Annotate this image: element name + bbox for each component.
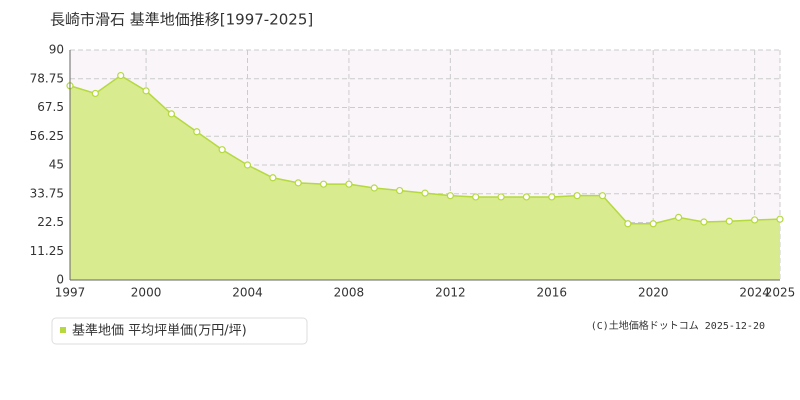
y-tick-label: 67.5 bbox=[37, 100, 64, 114]
x-tick-label: 1997 bbox=[55, 286, 86, 300]
point bbox=[243, 161, 252, 169]
x-tick-label: 2012 bbox=[435, 286, 466, 300]
point bbox=[674, 213, 683, 221]
point bbox=[345, 180, 353, 188]
point bbox=[319, 180, 328, 188]
point bbox=[497, 193, 505, 201]
y-tick-label: 78.75 bbox=[30, 71, 64, 85]
point bbox=[167, 110, 176, 118]
x-tick-label: 2024 bbox=[739, 286, 770, 300]
x-tick-label: 2016 bbox=[537, 286, 568, 300]
point bbox=[117, 71, 125, 80]
point bbox=[776, 215, 784, 223]
x-tick-label: 2004 bbox=[232, 286, 263, 300]
y-tick-label: 0 bbox=[56, 273, 64, 287]
point bbox=[522, 193, 531, 201]
legend-label: 基準地価 平均坪単価(万円/坪) bbox=[72, 323, 247, 339]
x-tick-label: 2008 bbox=[334, 286, 365, 300]
point bbox=[294, 179, 302, 187]
x-tick-label: 2000 bbox=[131, 286, 162, 300]
x-tick-label: 2025 bbox=[765, 286, 796, 300]
point bbox=[573, 192, 581, 200]
point bbox=[218, 146, 226, 154]
y-tick-label: 90 bbox=[49, 43, 64, 57]
point bbox=[751, 216, 759, 224]
point bbox=[649, 220, 657, 228]
point bbox=[548, 193, 556, 201]
point bbox=[472, 193, 480, 201]
point bbox=[446, 192, 454, 200]
point bbox=[700, 218, 708, 226]
point bbox=[624, 220, 632, 228]
point bbox=[598, 192, 607, 200]
credit: (C)土地価格ドットコム 2025-12-20 bbox=[591, 319, 765, 332]
y-tick-label: 22.5 bbox=[37, 215, 64, 229]
point bbox=[193, 128, 201, 136]
y-tick-label: 45 bbox=[49, 158, 64, 172]
point bbox=[269, 174, 277, 182]
point bbox=[396, 186, 404, 195]
y-tick-label: 56.25 bbox=[30, 129, 64, 143]
x-tick-label: 2020 bbox=[638, 286, 669, 300]
point bbox=[421, 189, 429, 197]
point bbox=[725, 217, 733, 225]
legend-box bbox=[51, 317, 308, 345]
area bbox=[70, 75, 780, 280]
point bbox=[142, 87, 150, 95]
chart-title: 長崎市滑石 基準地価推移[1997-2025] bbox=[50, 11, 313, 29]
y-tick-label: 11.25 bbox=[30, 244, 64, 258]
point bbox=[370, 184, 378, 192]
y-tick-label: 33.75 bbox=[30, 186, 64, 200]
point bbox=[91, 89, 99, 98]
legend-swatch bbox=[60, 327, 66, 333]
